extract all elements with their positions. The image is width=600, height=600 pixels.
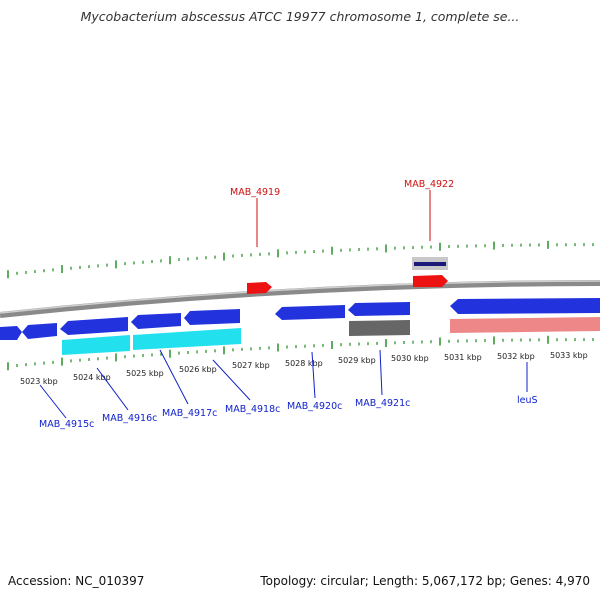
gene-mab4915c[interactable]: [22, 323, 57, 339]
scale-label: 5024 kbp: [73, 373, 111, 382]
backbone-highlight: [0, 280, 600, 314]
leader-line: [39, 384, 67, 419]
scale-label: 5026 kbp: [179, 365, 217, 374]
gene-mab4921c[interactable]: [348, 302, 410, 316]
feature-pink[interactable]: [450, 317, 600, 333]
gene-mab4922[interactable]: [413, 275, 448, 287]
gene-label-mab4918c[interactable]: MAB_4918c: [225, 404, 280, 415]
scale-labels: 5023 kbp 5024 kbp 5025 kbp 5026 kbp 5027…: [20, 351, 588, 386]
gene-left-edge[interactable]: [0, 326, 22, 340]
feature-navy-forward[interactable]: [414, 262, 446, 266]
lower-tick-band: [7, 335, 594, 371]
accession-text: Accession: NC_010397: [8, 574, 145, 588]
scale-label: 5031 kbp: [444, 353, 482, 362]
gene-label-mab4922[interactable]: MAB_4922: [404, 179, 454, 190]
scale-label: 5028 kbp: [285, 359, 323, 368]
gene-label-mab4920c[interactable]: MAB_4920c: [287, 401, 342, 412]
backbone-track: [0, 280, 600, 318]
gene-mab4918c[interactable]: [184, 309, 240, 325]
gene-mab4916c[interactable]: [60, 317, 128, 335]
scale-label: 5027 kbp: [232, 361, 270, 370]
reverse-features: [0, 298, 600, 355]
leader-line: [96, 367, 129, 411]
map-title: Mycobacterium abscessus ATCC 19977 chrom…: [80, 9, 520, 24]
gene-label-mab4919[interactable]: MAB_4919: [230, 187, 280, 198]
feature-gray-reverse[interactable]: [349, 320, 410, 336]
leader-lines: [39, 190, 528, 419]
scale-label: 5032 kbp: [497, 352, 535, 361]
scale-label: 5023 kbp: [20, 377, 58, 386]
gene-label-mab4921c[interactable]: MAB_4921c: [355, 398, 410, 409]
gene-mab4917c[interactable]: [131, 313, 181, 329]
leader-line: [379, 349, 383, 396]
leader-line: [159, 349, 189, 405]
feature-cyan-1[interactable]: [62, 335, 130, 355]
feature-cyan-2[interactable]: [133, 328, 241, 350]
gene-label-mab4916c[interactable]: MAB_4916c: [102, 413, 157, 424]
scale-label: 5030 kbp: [391, 354, 429, 363]
scale-label: 5025 kbp: [126, 369, 164, 378]
gene-label-mab4917c[interactable]: MAB_4917c: [162, 408, 217, 419]
scale-label: 5033 kbp: [550, 351, 588, 360]
gene-label-leuS[interactable]: leuS: [517, 395, 538, 406]
gene-label-mab4915c[interactable]: MAB_4915c: [39, 419, 94, 430]
forward-features: [247, 257, 448, 294]
leader-line: [212, 359, 251, 401]
leader-line: [311, 351, 316, 399]
genome-summary-text: Topology: circular; Length: 5,067,172 bp…: [260, 574, 590, 588]
upper-tick-band: [7, 240, 594, 279]
scale-label: 5029 kbp: [338, 356, 376, 365]
gene-leuS[interactable]: [450, 298, 600, 314]
gene-labels: MAB_4919 MAB_4922 MAB_4915c MAB_4916c MA…: [39, 179, 538, 430]
gene-mab4920c[interactable]: [275, 305, 345, 320]
gene-mab4919[interactable]: [247, 282, 272, 294]
